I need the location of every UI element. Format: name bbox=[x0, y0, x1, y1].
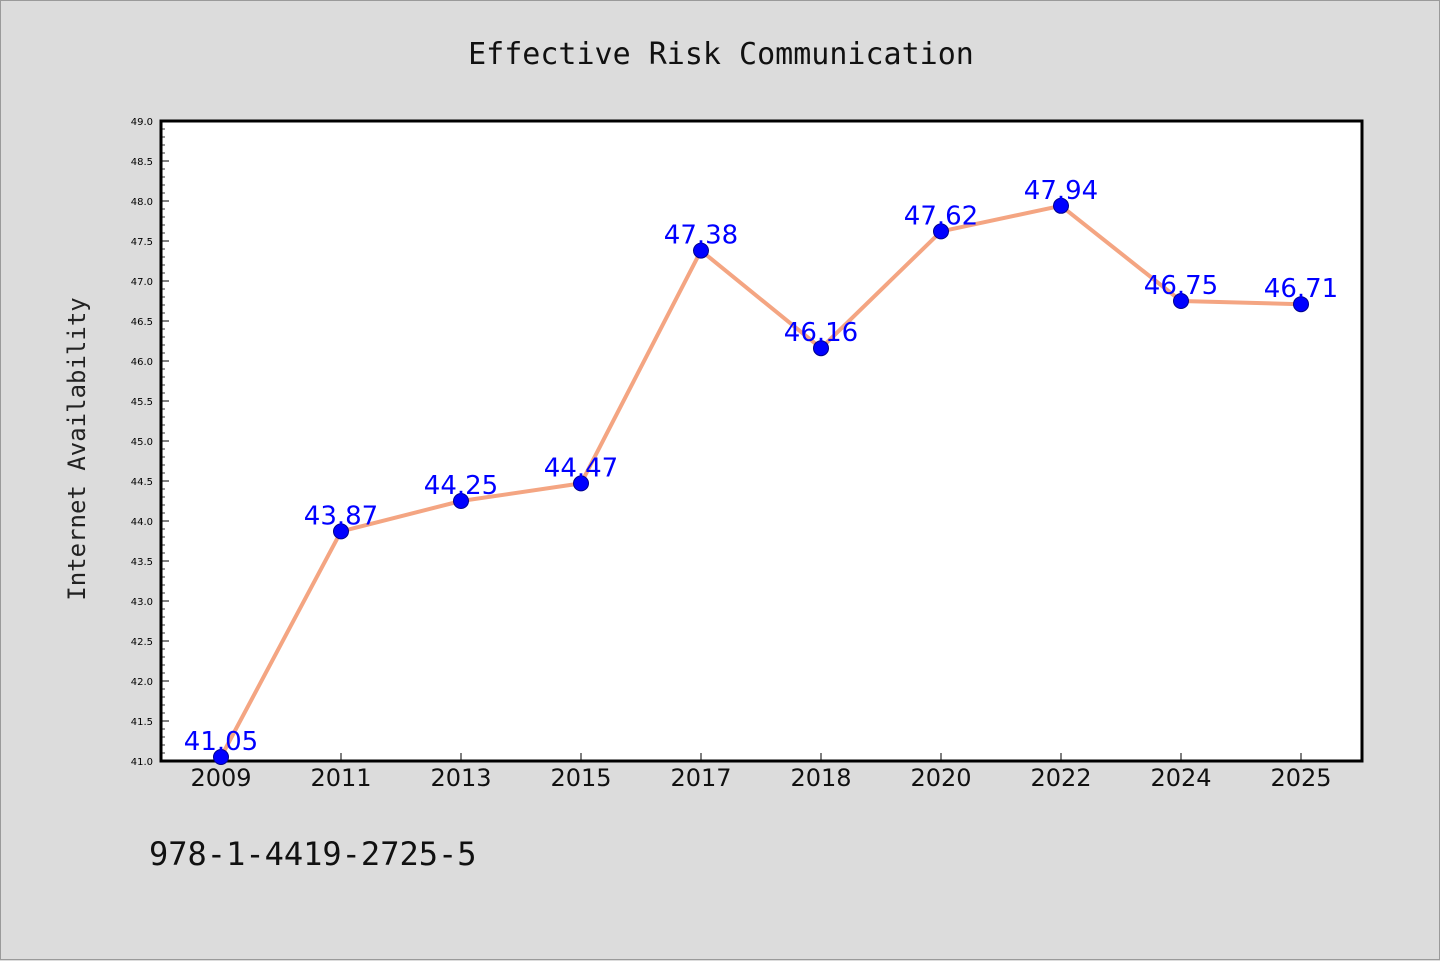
data-point bbox=[933, 223, 949, 240]
data-label: 41.05 bbox=[184, 727, 258, 757]
footer-code: 978-1-4419-2725-5 bbox=[149, 835, 477, 873]
data-label: 47.94 bbox=[1024, 176, 1098, 206]
y-tick-label: 48.0 bbox=[131, 197, 153, 208]
data-point bbox=[1293, 296, 1309, 313]
y-tick-label: 42.0 bbox=[131, 677, 153, 688]
x-tick-label: 2020 bbox=[910, 764, 971, 792]
data-label: 47.38 bbox=[664, 221, 738, 251]
plot-area bbox=[159, 119, 1364, 763]
data-label: 43.87 bbox=[304, 501, 378, 531]
data-point bbox=[333, 523, 349, 540]
y-tick-label: 46.0 bbox=[131, 357, 153, 368]
y-tick-label: 41.5 bbox=[131, 717, 153, 728]
x-tick-label: 2018 bbox=[790, 764, 851, 792]
data-point bbox=[1053, 197, 1069, 214]
y-tick-label: 45.5 bbox=[131, 397, 153, 408]
x-tick-label: 2011 bbox=[310, 764, 371, 792]
data-point bbox=[693, 242, 709, 259]
x-tick-label: 2022 bbox=[1030, 764, 1091, 792]
x-axis: 2009 2011 2013 2015 2017 2018 2020 2022 2024 2025 bbox=[190, 753, 1332, 792]
data-label: 47.62 bbox=[904, 201, 978, 231]
data-point bbox=[573, 475, 589, 492]
x-tick-label: 2024 bbox=[1150, 764, 1211, 792]
data-point bbox=[813, 340, 829, 357]
x-tick-label: 2009 bbox=[190, 764, 251, 792]
y-axis: 41.0 41.5 42.0 42.5 43.0 43.5 44.0 44.5 45.0 45.5… bbox=[131, 117, 169, 768]
y-tick-label: 47.5 bbox=[131, 237, 153, 248]
y-tick-label: 47.0 bbox=[131, 277, 153, 288]
y-tick-label: 46.5 bbox=[131, 317, 153, 328]
x-tick-label: 2017 bbox=[670, 764, 731, 792]
x-tick-label: 2015 bbox=[550, 764, 611, 792]
data-point bbox=[1173, 293, 1189, 309]
series-layer bbox=[213, 197, 1309, 765]
data-label: 46.75 bbox=[1144, 271, 1218, 301]
y-tick-label: 43.0 bbox=[131, 597, 153, 608]
data-point bbox=[453, 493, 469, 509]
y-tick-label: 45.0 bbox=[131, 437, 153, 448]
data-label: 46.71 bbox=[1264, 274, 1338, 304]
data-label: 46.16 bbox=[784, 318, 858, 348]
series-line bbox=[219, 203, 1303, 759]
y-tick-label: 49.0 bbox=[131, 117, 153, 128]
data-label: 44.47 bbox=[544, 453, 618, 483]
y-tick-label: 41.0 bbox=[131, 757, 153, 768]
y-axis-label: Internet Availability bbox=[63, 297, 91, 600]
y-tick-label: 44.5 bbox=[131, 477, 153, 488]
chart-title: Effective Risk Communication bbox=[468, 37, 974, 72]
x-tick-label: 2013 bbox=[430, 764, 491, 792]
x-tick-label: 2025 bbox=[1270, 764, 1331, 792]
data-label-layer: 41.05 43.87 44.25 44.47 47.38 46.16 47.62 47.94… bbox=[184, 176, 1338, 757]
y-tick-label: 48.5 bbox=[131, 157, 153, 168]
y-tick-label: 43.5 bbox=[131, 557, 153, 568]
y-tick-label: 44.0 bbox=[131, 517, 153, 528]
data-label: 44.25 bbox=[424, 471, 498, 501]
data-point bbox=[213, 749, 229, 765]
y-tick-label: 42.5 bbox=[131, 637, 153, 648]
